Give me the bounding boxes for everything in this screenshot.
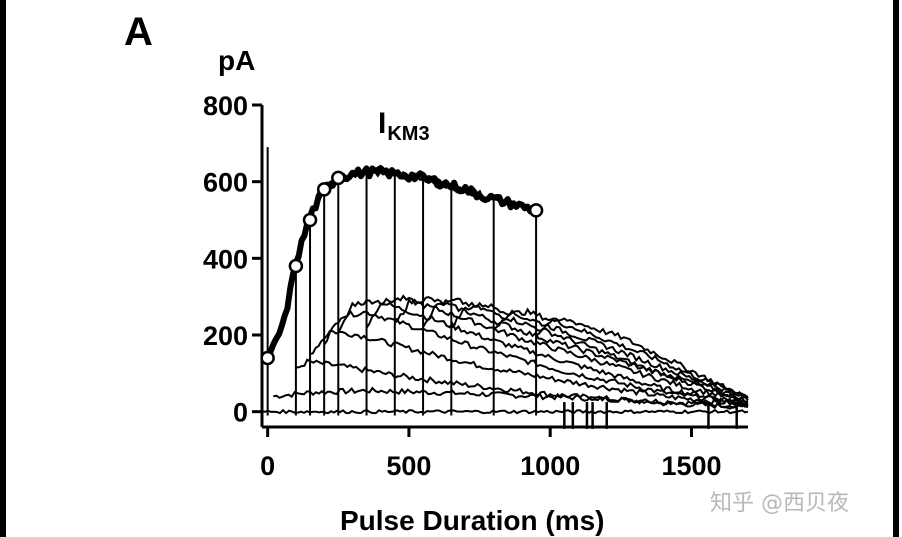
tail-current-trace: [365, 294, 749, 404]
x-tick-label: 0: [260, 451, 275, 481]
x-tick-label: 1500: [661, 451, 721, 481]
ikm3-annotation: IKM3: [378, 107, 430, 145]
y-tick-label: 0: [233, 398, 248, 428]
data-marker: [302, 212, 318, 228]
x-tick-label: 1000: [520, 451, 580, 481]
tail-current-trace: [493, 307, 749, 399]
plot-area: [260, 147, 749, 429]
ikm3-annotation-subscript: KM3: [387, 123, 429, 145]
ikm3-envelope-trace: [266, 166, 538, 365]
tail-current-trace: [309, 329, 749, 408]
tail-current-trace: [535, 317, 749, 399]
watermark: 知乎 @西贝夜: [710, 491, 849, 516]
y-tick-label: 400: [203, 244, 248, 274]
frame-border-right: [893, 0, 899, 537]
y-tick-label: 200: [203, 321, 248, 351]
ikm3-annotation-main: I: [378, 107, 386, 140]
data-marker: [288, 258, 304, 274]
data-marker: [528, 203, 544, 218]
tail-current-trace: [394, 296, 749, 404]
data-marker: [331, 170, 346, 186]
data-marker: [260, 350, 275, 366]
axes-group: 0 200 400 600 800 0 500 1000 1500: [203, 91, 748, 481]
tail-current-trace: [295, 358, 749, 410]
tail-current-trace: [450, 301, 749, 400]
panel-label: A: [124, 10, 153, 54]
data-marker: [316, 182, 332, 197]
y-tick-label: 800: [203, 91, 248, 121]
x-axis-title: Pulse Duration (ms): [340, 505, 604, 536]
x-tick-label: 500: [386, 451, 431, 481]
y-axis-unit-label: pA: [218, 45, 255, 76]
baseline-trace: [261, 408, 749, 415]
y-tick-label: 600: [203, 168, 248, 198]
frame-border-left: [0, 0, 6, 537]
